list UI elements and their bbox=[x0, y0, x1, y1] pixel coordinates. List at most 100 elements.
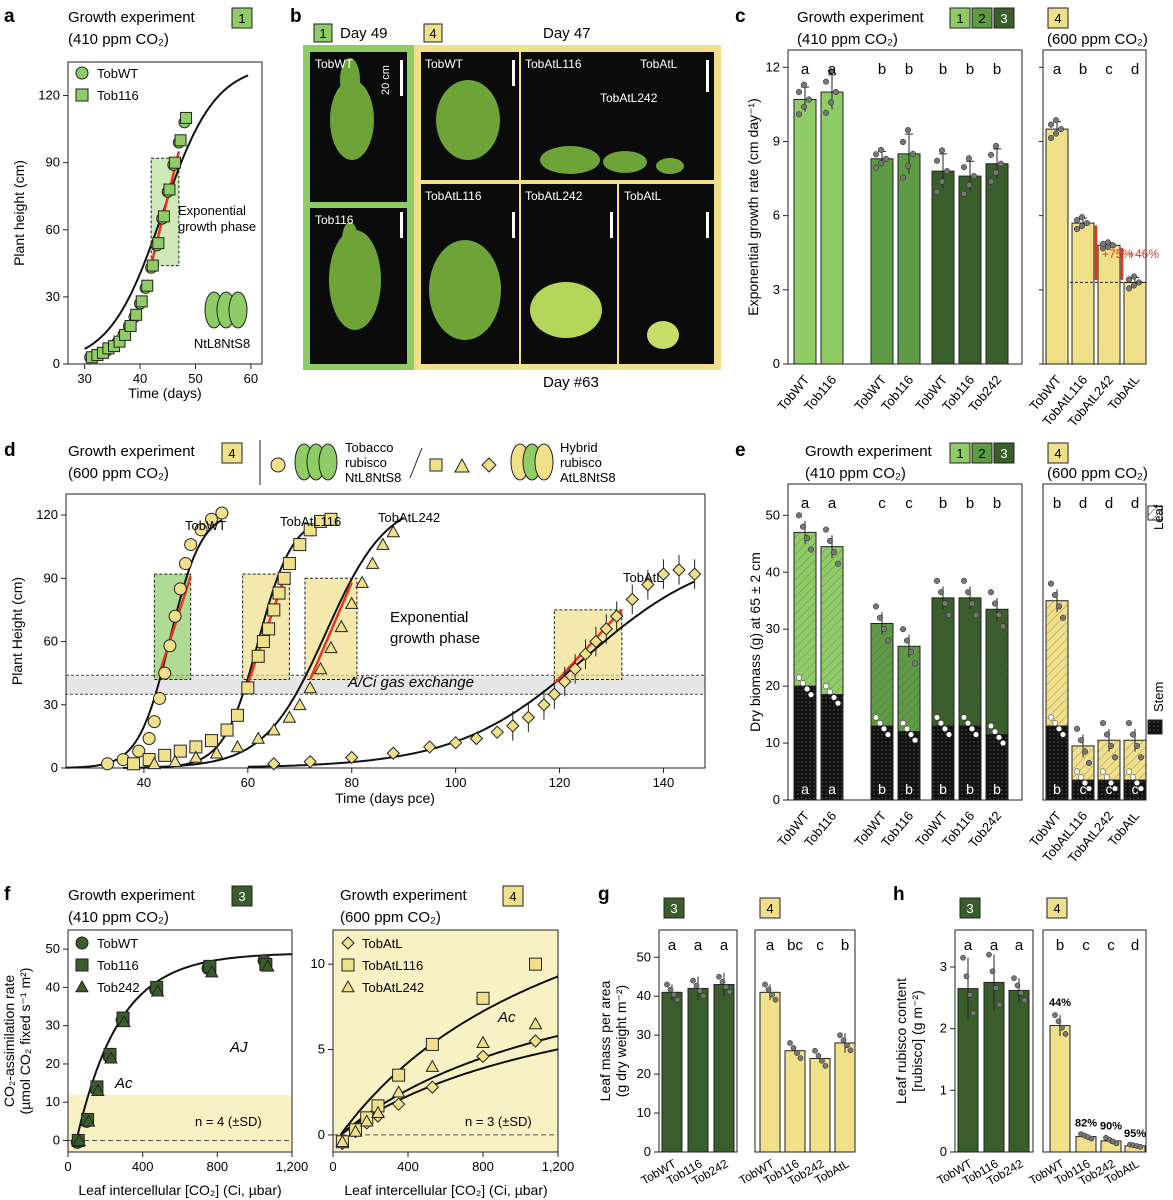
d-point-TobAtL bbox=[687, 567, 702, 581]
c-bar-Tob116 bbox=[958, 175, 982, 365]
c-replicate-dot bbox=[899, 174, 907, 181]
d-point-TobWT bbox=[204, 512, 218, 526]
legend-e-leaf-swatch bbox=[1147, 505, 1163, 521]
c-replicate-dot bbox=[795, 88, 803, 96]
d-point-TobAtL bbox=[386, 746, 401, 760]
f-left-axis-xtick-label: 800 bbox=[206, 1159, 228, 1174]
c-replicate-dot bbox=[899, 138, 907, 146]
e-stem-bar-Tob116 bbox=[958, 725, 982, 801]
e-leaf-hatch bbox=[871, 623, 893, 726]
d-exp-fit-line-2 bbox=[309, 582, 353, 680]
e-axis-410-ytick-label: 10 bbox=[766, 735, 780, 750]
f-right-point-TobAtL116 bbox=[425, 1037, 439, 1051]
a-point-Tob116 bbox=[168, 156, 181, 169]
f-right-axis-xtick-label: 400 bbox=[397, 1159, 419, 1174]
a-point-Tob116 bbox=[174, 134, 187, 147]
e-stem-replicate bbox=[1081, 779, 1089, 786]
e-replicate-dot bbox=[1077, 737, 1085, 744]
c-replicate-dot bbox=[965, 155, 973, 162]
panel-h: h 3 4 0123aTobWTaTob116aTob242bTobWTcTob… bbox=[893, 884, 1147, 1188]
panel-c-badge-3 bbox=[993, 7, 1015, 29]
g-axis-3-ytick-label: 0 bbox=[644, 1144, 651, 1159]
d-point-TobAtL bbox=[547, 687, 562, 701]
d-axis-frame bbox=[65, 493, 706, 769]
panel-e-badge-1-text: 1 bbox=[956, 446, 963, 461]
g-replicate-dot bbox=[844, 1042, 850, 1049]
d-point-TobAtL116 bbox=[230, 708, 244, 722]
d-point-TobAtL116 bbox=[324, 512, 338, 526]
photo-label-4: TobAtL116 bbox=[525, 57, 582, 71]
h-replicate-dot bbox=[1021, 997, 1028, 1004]
h-replicate-dot bbox=[1062, 1031, 1069, 1037]
legend-f-left-1: TobWT bbox=[97, 936, 138, 951]
h-sig-letter: b bbox=[1056, 937, 1064, 954]
panel-f-right-badge bbox=[502, 885, 524, 907]
d-point-TobAtL bbox=[625, 592, 639, 607]
h-axis-3-ytick-label: 1 bbox=[940, 1082, 947, 1097]
panel-g-label: g bbox=[598, 884, 610, 905]
c-replicate-dot bbox=[882, 155, 890, 162]
e-stem-bar-TobWT bbox=[870, 725, 894, 801]
e-stem-replicate bbox=[968, 725, 976, 732]
e-top-letter: d bbox=[1131, 495, 1139, 512]
panel-a-label: a bbox=[4, 6, 15, 27]
c-ylabel: Exponential growth rate (cm day⁻¹) bbox=[745, 98, 761, 315]
panel-f: f Growth experiment (410 ppm CO₂) 3 Grow… bbox=[1, 884, 574, 1198]
h-replicate-dot bbox=[1052, 1012, 1058, 1018]
d-ylabel: Plant Height (cm) bbox=[9, 577, 25, 685]
g-bar-Tob242 bbox=[713, 984, 735, 1153]
d-point-TobAtL242 bbox=[303, 680, 318, 694]
a-ylabel: Plant height (cm) bbox=[11, 160, 27, 266]
panel-f-ac-left: Ac bbox=[114, 1075, 133, 1092]
e-stem-replicate bbox=[1085, 785, 1093, 792]
photo-label-7: TobAtL116 bbox=[425, 189, 482, 203]
c-replicate-dot bbox=[992, 142, 1000, 149]
e-replicate-dot bbox=[995, 611, 1003, 619]
c-replicate-dot bbox=[938, 147, 946, 154]
d-point-TobAtL bbox=[656, 567, 671, 581]
e-top-letter: b bbox=[993, 495, 1001, 512]
legend-e-stem-swatch bbox=[1147, 719, 1163, 735]
f-left-fit bbox=[75, 953, 293, 1141]
c-replicate-dot bbox=[877, 146, 885, 153]
h-replicate-dot bbox=[1088, 1135, 1095, 1142]
d-point-TobAtL116 bbox=[204, 734, 218, 748]
d-point-TobAtL116 bbox=[282, 557, 296, 571]
d-axis-xtick-label: 80 bbox=[344, 775, 358, 790]
a-axis-ytick-label: 60 bbox=[46, 222, 60, 237]
c-replicate-dot bbox=[933, 188, 941, 195]
c-bar-Tob116 bbox=[897, 153, 921, 365]
panel-c-badge-1-text: 1 bbox=[956, 11, 963, 26]
h-replicate-dot bbox=[996, 1001, 1003, 1008]
h-pct-label: 95% bbox=[1124, 1128, 1146, 1140]
d-point-TobAtL bbox=[448, 736, 463, 750]
g-bar-TobWT bbox=[661, 991, 683, 1153]
c-replicate-dot bbox=[1078, 222, 1086, 230]
g-replicate-dot bbox=[697, 987, 703, 994]
f-right-fit-116 bbox=[339, 975, 559, 1136]
c-replicate-dot bbox=[1073, 217, 1081, 224]
legend-d-tob-1: Tobacco bbox=[345, 440, 393, 455]
g-replicate-dot bbox=[667, 986, 674, 993]
panel-c-pct-2: +46% bbox=[1128, 247, 1159, 261]
panel-f-plot: 0 10 20 30 40 50 0 400 800 1,200 0 5 10 0 400 800 1,200 L… bbox=[1, 929, 574, 1198]
d-point-TobWT bbox=[132, 744, 146, 758]
e-replicate-dot bbox=[872, 603, 880, 610]
h-ylabel-1: Leaf rubisco content bbox=[893, 978, 909, 1104]
photo-label-8: TobAtL242 bbox=[525, 189, 583, 203]
d-point-TobAtL242 bbox=[147, 756, 162, 770]
f-legend-marker-0 bbox=[75, 936, 89, 950]
panel-e-badge-2 bbox=[971, 442, 993, 464]
h-replicate-dot bbox=[1011, 975, 1017, 981]
f-legend-marker-1 bbox=[75, 958, 89, 972]
h-sig-letter: d bbox=[1131, 937, 1139, 954]
c-sig-letter: b bbox=[993, 61, 1001, 78]
h-sig-letter: a bbox=[964, 937, 973, 954]
h-replicate-dot bbox=[1018, 990, 1024, 996]
f-right-point-TobAtL242 bbox=[391, 1085, 406, 1098]
d-point-TobWT bbox=[194, 523, 208, 537]
e-replicate-dot bbox=[799, 523, 807, 530]
e-stem-replicate bbox=[1129, 774, 1137, 781]
d-point-TobAtL116 bbox=[127, 757, 141, 771]
